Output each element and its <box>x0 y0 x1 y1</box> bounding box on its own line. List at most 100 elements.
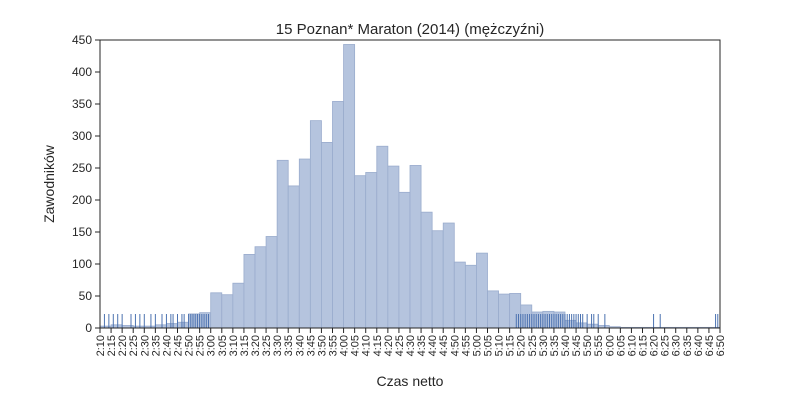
y-tick-label: 250 <box>72 161 92 175</box>
x-tick-label: 3:00 <box>206 335 218 356</box>
histogram-bar <box>376 145 389 329</box>
x-tick-label: 4:55 <box>460 335 472 356</box>
histogram-bar <box>542 310 555 329</box>
histogram-bar <box>321 141 333 329</box>
x-tick-label: 4:00 <box>339 335 351 356</box>
histogram-bar <box>354 175 367 329</box>
x-axis-label: Czas netto <box>377 373 444 389</box>
x-tick-label: 4:20 <box>383 335 395 356</box>
histogram-bar <box>575 322 588 329</box>
y-axis-ticks: 0 50 100 150 200 250 300 350 400 450 <box>72 33 100 335</box>
x-tick-label: 6:00 <box>604 335 616 356</box>
y-tick-label: 200 <box>72 193 92 207</box>
x-tick-label: 2:10 <box>95 335 107 356</box>
x-tick-label: 5:05 <box>483 335 495 356</box>
histogram-bar <box>177 321 189 329</box>
x-tick-label: 2:55 <box>195 335 207 356</box>
histogram-bar <box>586 323 599 329</box>
x-tick-label: 5:40 <box>560 335 572 356</box>
histogram-bar <box>420 211 433 329</box>
x-tick-label: 2:45 <box>173 335 185 356</box>
rug-ticks <box>103 314 719 328</box>
histogram-bar <box>564 319 577 329</box>
x-tick-label: 3:25 <box>261 335 273 356</box>
x-tick-label: 4:15 <box>372 335 384 356</box>
y-tick-label: 50 <box>79 289 93 303</box>
histogram-bar <box>343 44 356 329</box>
histogram-bar <box>254 246 267 329</box>
x-tick-label: 4:50 <box>449 335 461 356</box>
x-tick-label: 6:40 <box>693 335 705 356</box>
x-tick-label: 4:40 <box>427 335 439 356</box>
histogram-bar <box>221 294 234 329</box>
x-tick-label: 5:50 <box>582 335 594 356</box>
x-tick-label: 2:25 <box>128 335 140 356</box>
x-tick-label: 5:55 <box>593 335 605 356</box>
x-tick-label: 2:35 <box>150 335 162 356</box>
y-tick-label: 300 <box>72 129 92 143</box>
x-tick-label: 3:55 <box>328 335 340 356</box>
x-tick-label: 5:25 <box>527 335 539 356</box>
x-tick-label: 5:15 <box>505 335 517 356</box>
x-tick-label: 6:10 <box>626 335 638 356</box>
x-tick-label: 5:20 <box>516 335 528 356</box>
y-tick-label: 100 <box>72 257 92 271</box>
histogram-bar <box>453 261 466 329</box>
x-tick-label: 5:10 <box>494 335 506 356</box>
x-tick-label: 6:30 <box>671 335 683 356</box>
histogram-bar <box>365 172 378 329</box>
histogram-bar <box>298 158 311 329</box>
x-tick-label: 3:30 <box>272 335 284 356</box>
chart-title: 15 Poznan* Maraton (2014) (mężczyźni) <box>276 21 544 38</box>
y-tick-label: 400 <box>72 65 92 79</box>
histogram-bar <box>210 292 223 329</box>
x-tick-label: 6:45 <box>704 335 716 356</box>
y-tick-label: 450 <box>72 33 92 47</box>
x-tick-label: 5:45 <box>571 335 583 356</box>
x-tick-label: 3:35 <box>283 335 295 356</box>
histogram-bar <box>332 101 344 329</box>
x-tick-label: 2:15 <box>106 335 118 356</box>
x-tick-label: 3:45 <box>305 335 317 356</box>
x-tick-label: 2:20 <box>117 335 129 356</box>
x-tick-label: 6:50 <box>715 335 727 356</box>
x-tick-label: 4:05 <box>350 335 362 356</box>
histogram-bar <box>431 230 444 329</box>
histogram-bar <box>409 165 422 329</box>
x-tick-label: 4:10 <box>361 335 373 356</box>
x-tick-label: 3:40 <box>294 335 306 356</box>
histogram-bar <box>520 304 533 329</box>
x-tick-label: 5:00 <box>471 335 483 356</box>
x-tick-label: 4:45 <box>438 335 450 356</box>
histogram-bar <box>188 313 201 329</box>
x-tick-label: 3:20 <box>250 335 262 356</box>
x-tick-label: 5:35 <box>549 335 561 356</box>
histogram-bar <box>287 185 300 329</box>
y-tick-label: 0 <box>85 321 92 335</box>
histogram-bar <box>199 312 212 329</box>
x-tick-label: 5:30 <box>538 335 550 356</box>
x-axis-ticks: 2:10 2:15 2:20 2:25 2:30 2:35 2:40 2:45 2:50 2:55… <box>95 328 727 356</box>
histogram-bar <box>442 222 455 329</box>
x-tick-label: 4:25 <box>394 335 406 356</box>
histogram-bar <box>476 252 488 329</box>
histogram-bar <box>232 282 245 329</box>
x-tick-label: 3:50 <box>316 335 328 356</box>
x-tick-label: 6:25 <box>660 335 672 356</box>
x-tick-label: 6:20 <box>649 335 661 356</box>
histogram-bar <box>509 293 522 329</box>
histogram-bar <box>276 159 289 329</box>
histogram-bar <box>309 120 322 329</box>
histogram-bar <box>498 293 511 329</box>
x-tick-label: 6:35 <box>682 335 694 356</box>
x-tick-label: 2:30 <box>139 335 151 356</box>
histogram-bar <box>166 323 178 329</box>
histogram-bar <box>265 236 278 329</box>
histogram-bar <box>487 290 499 329</box>
x-tick-label: 3:10 <box>228 335 240 356</box>
x-tick-label: 2:40 <box>161 335 173 356</box>
x-tick-label: 4:30 <box>405 335 417 356</box>
x-tick-label: 3:15 <box>239 335 251 356</box>
x-tick-label: 6:05 <box>615 335 627 356</box>
